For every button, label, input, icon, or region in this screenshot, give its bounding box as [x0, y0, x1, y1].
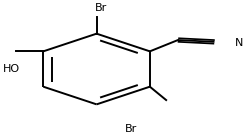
Text: Br: Br: [125, 124, 137, 134]
Text: N: N: [235, 38, 243, 48]
Text: Br: Br: [95, 3, 108, 13]
Text: HO: HO: [2, 64, 20, 74]
